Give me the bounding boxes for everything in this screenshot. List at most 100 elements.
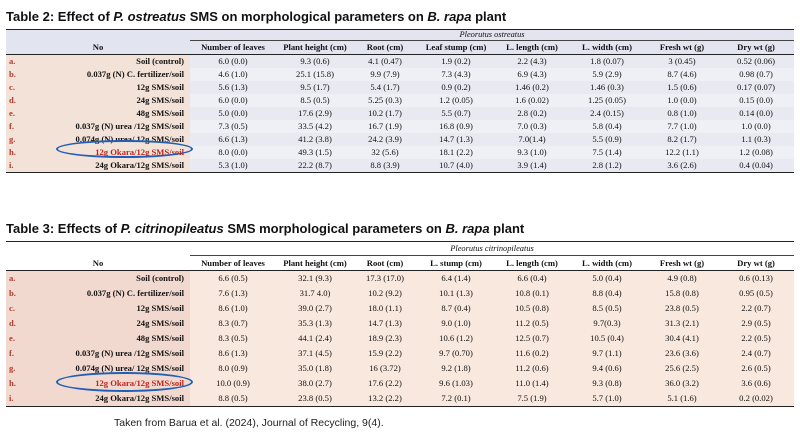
table-cell: 38.0 (2.7) <box>276 376 354 391</box>
table-row: c. 12g SMS/soil 8.6 (1.0) 39.0 (2.7) 18.0 (1… <box>6 301 795 316</box>
table-cell: 7.3 (4.3) <box>416 68 496 81</box>
table-cell: 37.1 (4.5) <box>276 346 354 361</box>
table-cell: 1.5 (0.6) <box>646 81 718 94</box>
table-cell: 9.2 (1.8) <box>416 361 496 376</box>
table-row: f. 0.037g (N) urea /12g SMS/soil 8.6 (1.3)… <box>6 346 795 361</box>
table-row: e. 48g SMS/soil 8.3 (0.5) 44.1 (2.4) 18.9 (2… <box>6 331 795 346</box>
table-cell: 4.6 (1.0) <box>190 68 276 81</box>
table-row: g. 0.074g (N) urea/ 12g SMS/soil 6.6 (1.3)… <box>6 133 795 146</box>
column-header: Root (cm) <box>354 255 416 271</box>
column-header: Fresh wt (g) <box>646 40 718 55</box>
table-cell: 36.0 (3.2) <box>646 376 718 391</box>
row-label: c. <box>6 301 30 316</box>
row-label: f. <box>6 120 30 133</box>
table-cell: 23.8 (0.5) <box>276 391 354 407</box>
table-cell: 5.4 (1.7) <box>354 81 416 94</box>
table-3: Pleorutus citrinopileatus No Number of lea… <box>6 241 795 407</box>
table-cell: 16.7 (1.9) <box>354 120 416 133</box>
column-header: Plant height (cm) <box>276 255 354 271</box>
table-cell: 8.3 (0.7) <box>190 316 276 331</box>
table-cell: 0.6 (0.13) <box>718 270 795 286</box>
column-header-row: No Number of leaves Plant height (cm) Root … <box>6 40 795 55</box>
row-name: 0.037g (N) C. fertilizer/soil <box>30 286 190 301</box>
table-cell: 16 (3.72) <box>354 361 416 376</box>
table-cell: 2.2 (4.3) <box>496 54 568 68</box>
table-cell: 12.2 (1.1) <box>646 146 718 159</box>
row-name: 12g SMS/soil <box>30 301 190 316</box>
table-cell: 1.6 (0.02) <box>496 94 568 107</box>
row-name: 48g SMS/soil <box>30 331 190 346</box>
table-cell: 8.2 (1.7) <box>646 133 718 146</box>
table-cell: 32 (5.6) <box>354 146 416 159</box>
caption-prefix: Table 2: Effect of <box>6 9 114 24</box>
table-cell: 5.1 (1.6) <box>646 391 718 407</box>
table-cell: 10.7 (4.0) <box>416 159 496 173</box>
source-note: Taken from Barua et al. (2024), Journal … <box>114 417 384 429</box>
table-row: h. 12g Okara/12g SMS/soil 10.0 (0.9) 38.0 (… <box>6 376 795 391</box>
table-cell: 7.2 (0.1) <box>416 391 496 407</box>
column-header: Dry wt (g) <box>718 40 795 55</box>
table-cell: 7.3 (0.5) <box>190 120 276 133</box>
column-header: No <box>6 40 190 55</box>
row-label: c. <box>6 81 30 94</box>
row-label: a. <box>6 270 30 286</box>
table-cell: 8.8 (0.4) <box>568 286 646 301</box>
table-cell: 1.25 (0.05) <box>568 94 646 107</box>
row-label: e. <box>6 107 30 120</box>
table-cell: 2.2 (0.7) <box>718 301 795 316</box>
group-header-blank <box>6 241 190 256</box>
table-cell: 8.0 (0.0) <box>190 146 276 159</box>
column-header: Dry wt (g) <box>718 255 795 271</box>
row-label: h. <box>6 146 30 159</box>
row-label: b. <box>6 286 30 301</box>
table-cell: 10.5 (0.4) <box>568 331 646 346</box>
table-cell: 1.2 (0.05) <box>416 94 496 107</box>
table-cell: 12.5 (0.7) <box>496 331 568 346</box>
table-cell: 0.2 (0.02) <box>718 391 795 407</box>
table-cell: 5.3 (1.0) <box>190 159 276 173</box>
table-cell: 9.3 (1.0) <box>496 146 568 159</box>
table-cell: 0.98 (0.7) <box>718 68 795 81</box>
table-cell: 9.7(0.3) <box>568 316 646 331</box>
table-cell: 8.8 (0.5) <box>190 391 276 407</box>
group-header-blank <box>6 29 190 41</box>
table-cell: 10.1 (1.3) <box>416 286 496 301</box>
table-cell: 1.9 (0.2) <box>416 54 496 68</box>
table-cell: 44.1 (2.4) <box>276 331 354 346</box>
table-cell: 8.7 (4.6) <box>646 68 718 81</box>
table-cell: 5.9 (2.9) <box>568 68 646 81</box>
caption-plant: B. rapa <box>427 9 472 24</box>
table-cell: 9.9 (7.9) <box>354 68 416 81</box>
column-header: Root (cm) <box>354 40 416 55</box>
table-cell: 22.2 (8.7) <box>276 159 354 173</box>
table-cell: 10.5 (0.8) <box>496 301 568 316</box>
table-cell: 9.3 (0.6) <box>276 54 354 68</box>
caption-species: P. ostreatus <box>113 9 187 24</box>
group-header: Pleorutus ostreatus <box>190 29 795 41</box>
table-cell: 9.4 (0.6) <box>568 361 646 376</box>
table-cell: 6.6 (0.5) <box>190 270 276 286</box>
table-cell: 35.3 (1.3) <box>276 316 354 331</box>
table-row: b. 0.037g (N) C. fertilizer/soil 7.6 (1.3)… <box>6 286 795 301</box>
table-2-caption: Table 2: Effect of P. ostreatus SMS on m… <box>6 9 506 24</box>
table-cell: 2.4 (0.15) <box>568 107 646 120</box>
column-header: No <box>6 255 190 271</box>
table-cell: 0.14 (0.0) <box>718 107 795 120</box>
table-cell: 6.6 (1.3) <box>190 133 276 146</box>
row-name: Soil (control) <box>30 54 190 68</box>
table-cell: 32.1 (9.3) <box>276 270 354 286</box>
row-label: d. <box>6 94 30 107</box>
table-cell: 5.8 (0.4) <box>568 120 646 133</box>
table-cell: 39.0 (2.7) <box>276 301 354 316</box>
table-cell: 6.9 (4.3) <box>496 68 568 81</box>
table-cell: 5.7 (1.0) <box>568 391 646 407</box>
table-row: h. 12g Okara/12g SMS/soil 8.0 (0.0) 49.3 (1… <box>6 146 795 159</box>
table-cell: 5.6 (1.3) <box>190 81 276 94</box>
table-cell: 3.9 (1.4) <box>496 159 568 173</box>
table-cell: 5.0 (0.0) <box>190 107 276 120</box>
table-cell: 9.3 (0.8) <box>568 376 646 391</box>
table-cell: 9.0 (1.0) <box>416 316 496 331</box>
row-label: f. <box>6 346 30 361</box>
table-cell: 10.8 (0.1) <box>496 286 568 301</box>
table-cell: 1.46 (0.2) <box>496 81 568 94</box>
